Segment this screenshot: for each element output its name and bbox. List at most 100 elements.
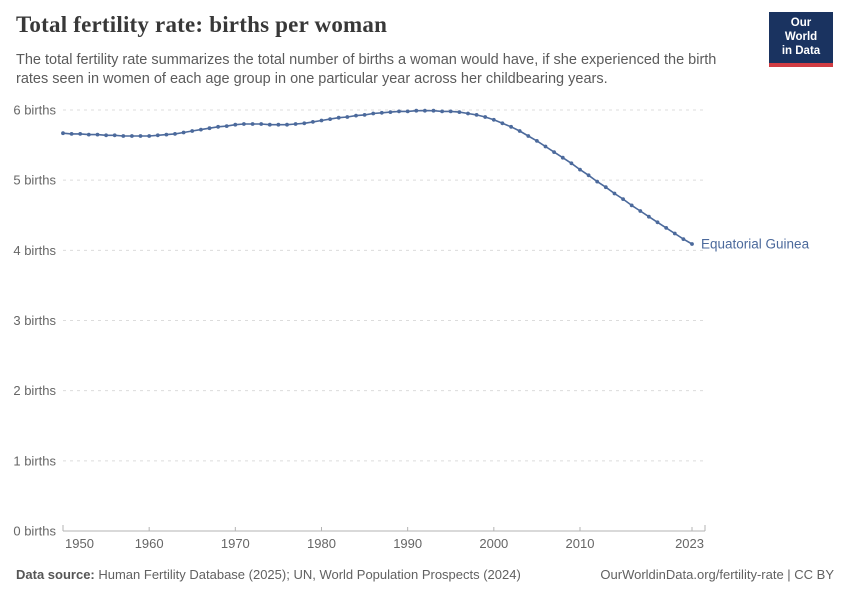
data-point[interactable] [207,126,212,131]
data-point[interactable] [448,109,453,114]
data-point[interactable] [224,124,229,128]
data-point[interactable] [78,132,83,136]
data-point[interactable] [121,134,126,138]
y-tick-label: 2 births [13,383,56,398]
data-point[interactable] [362,113,367,117]
x-tick-label: 1990 [393,536,422,551]
data-point[interactable] [603,185,608,190]
data-point[interactable] [690,242,694,246]
data-point[interactable] [405,109,410,114]
data-point[interactable] [543,144,548,149]
data-point[interactable] [345,115,350,119]
data-point[interactable] [569,161,574,166]
data-point[interactable] [181,130,186,135]
data-point[interactable] [354,113,358,118]
data-point[interactable] [612,191,617,196]
data-point[interactable] [397,109,401,114]
owid-url-license-link[interactable]: OurWorldinData.org/fertility-rate | CC B… [600,567,834,582]
data-point[interactable] [112,133,117,138]
x-axis-labels: 1950 1960 1970 1980 1990 2000 2010 2023 [65,536,704,551]
data-point[interactable] [104,133,108,138]
data-point[interactable] [647,214,651,219]
data-point[interactable] [388,110,393,114]
data-point[interactable] [457,110,462,114]
data-point[interactable] [267,122,272,127]
data-point[interactable] [672,231,677,236]
data-point[interactable] [147,134,152,138]
x-tick-label: 2023 [675,536,704,551]
data-point[interactable] [138,134,143,138]
y-tick-label: 0 births [13,524,56,539]
data-point[interactable] [526,134,531,138]
data-point[interactable] [655,220,660,225]
data-point[interactable] [500,121,505,126]
owid-logo-line2: in Data [781,44,821,57]
data-point[interactable] [302,121,307,126]
data-point[interactable] [552,150,556,155]
y-tick-label: 5 births [13,173,56,188]
data-point[interactable] [379,110,384,115]
series-end-label[interactable]: Equatorial Guinea [701,237,810,252]
data-point[interactable] [586,173,591,178]
data-point[interactable] [483,115,488,119]
data-point[interactable] [440,109,444,114]
series-line[interactable] [62,109,693,245]
data-point[interactable] [431,108,436,113]
data-point[interactable] [190,129,195,133]
data-point[interactable] [311,120,315,124]
data-point[interactable] [164,132,169,137]
y-tick-label: 3 births [13,313,56,328]
y-tick-label: 1 births [13,453,56,468]
data-point[interactable] [509,124,513,129]
data-point[interactable] [216,124,221,129]
data-point[interactable] [423,108,427,113]
data-point[interactable] [61,131,65,136]
data-point[interactable] [595,179,600,184]
series-markers[interactable] [61,108,694,246]
data-point[interactable] [293,122,298,126]
data-point[interactable] [199,127,203,132]
data-point[interactable] [491,117,496,122]
data-point[interactable] [276,122,281,127]
data-point[interactable] [681,237,686,242]
data-point[interactable] [242,122,246,126]
data-source-note: Data source: Human Fertility Database (2… [16,567,521,582]
data-point[interactable] [638,209,643,213]
data-point[interactable] [621,197,625,202]
data-point[interactable] [371,111,376,116]
data-point[interactable] [629,203,634,208]
y-tick-label: 4 births [13,243,56,258]
data-point[interactable] [535,139,539,143]
data-point[interactable] [250,122,255,126]
data-point[interactable] [285,122,289,127]
data-point[interactable] [517,129,522,133]
data-point[interactable] [466,111,470,116]
x-tick-label: 2010 [566,536,595,551]
data-point[interactable] [69,132,74,136]
data-source-label: Data source: [16,567,95,582]
data-point[interactable] [474,113,479,117]
data-point[interactable] [130,134,134,138]
data-point[interactable] [86,132,91,137]
data-point[interactable] [336,115,341,120]
data-point[interactable] [319,118,324,123]
data-point[interactable] [328,117,332,121]
page-title: Total fertility rate: births per woman [16,12,388,37]
y-axis-labels: 0 births 1 births 2 births 3 births 4 births… [13,103,56,539]
data-point[interactable] [664,226,669,230]
data-point[interactable] [173,132,177,136]
data-point[interactable] [95,132,100,137]
data-point[interactable] [259,122,264,126]
chart-subtitle: The total fertility rate summarizes the … [16,52,717,88]
data-point[interactable] [155,133,160,138]
data-point[interactable] [233,122,238,127]
data-point[interactable] [578,167,582,172]
data-point[interactable] [414,108,419,113]
data-source-text: Human Fertility Database (2025); UN, Wor… [94,567,521,582]
data-point[interactable] [560,155,565,160]
x-tick-label: 1950 [65,536,94,551]
owid-logo[interactable]: Our World in Data [769,12,833,68]
y-tick-label: 6 births [13,103,56,118]
